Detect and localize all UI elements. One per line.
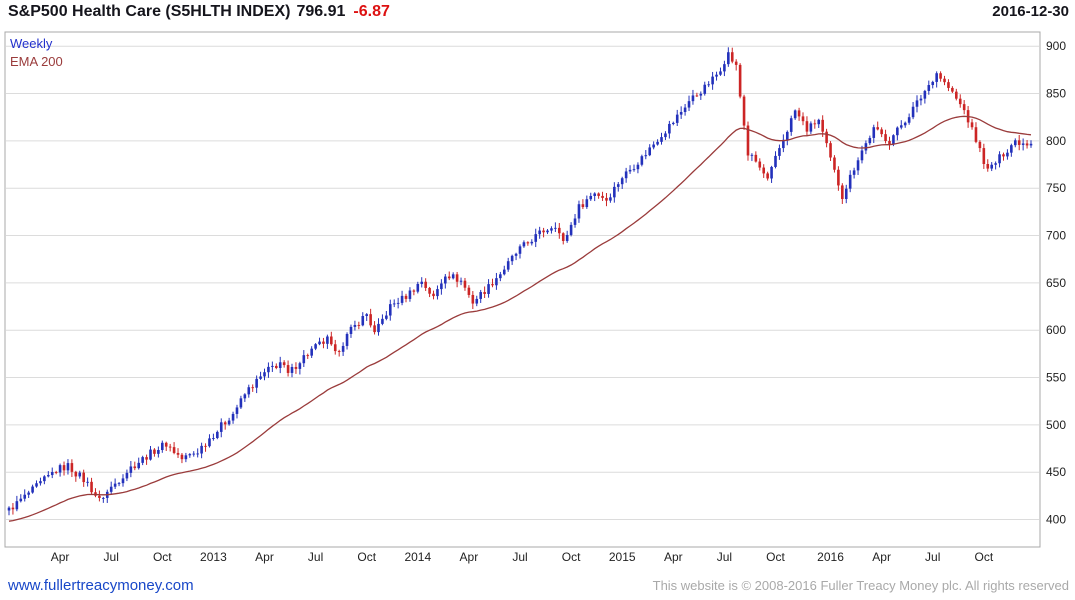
chart-date: 2016-12-30 xyxy=(992,3,1069,20)
y-axis-label: 800 xyxy=(1046,134,1066,148)
x-axis-label: Apr xyxy=(460,550,479,564)
site-link[interactable]: www.fullertreacymoney.com xyxy=(8,577,194,594)
y-axis-label: 550 xyxy=(1046,371,1066,385)
chart-title: S&P500 Health Care (S5HLTH INDEX) xyxy=(8,3,291,20)
y-axis-label: 700 xyxy=(1046,229,1066,243)
y-axis-label: 750 xyxy=(1046,181,1066,195)
y-axis-labels: 400 450 500 550 600 650 700 750 800 850 900 xyxy=(1046,39,1066,526)
x-axis-label: Oct xyxy=(974,550,993,564)
x-axis-label: 2016 xyxy=(817,550,844,564)
x-axis-label: Jul xyxy=(104,550,119,564)
x-axis-label: Jul xyxy=(717,550,732,564)
x-axis-label: Oct xyxy=(562,550,581,564)
x-axis-label: Jul xyxy=(925,550,940,564)
legend-ema: EMA 200 xyxy=(10,54,63,69)
x-axis-label: 2013 xyxy=(200,550,227,564)
y-axis-label: 450 xyxy=(1046,465,1066,479)
y-axis-label: 500 xyxy=(1046,418,1066,432)
chart-header: S&P500 Health Care (S5HLTH INDEX) 796.91-… xyxy=(8,3,1069,27)
grid-layer xyxy=(6,45,1039,521)
last-price: 796.91 xyxy=(296,3,346,20)
x-axis-label: Jul xyxy=(512,550,527,564)
legend-timeframe: Weekly xyxy=(10,36,53,51)
x-axis-label: Oct xyxy=(357,550,376,564)
x-axis-label: Apr xyxy=(664,550,683,564)
y-axis-label: 600 xyxy=(1046,323,1066,337)
x-axis-label: Apr xyxy=(255,550,274,564)
x-axis-label: Jul xyxy=(308,550,323,564)
page-footer: www.fullertreacymoney.com This website i… xyxy=(8,577,1069,595)
x-axis-label: Oct xyxy=(153,550,172,564)
x-axis-label: 2014 xyxy=(404,550,431,564)
copyright-text: This website is © 2008-2016 Fuller Treac… xyxy=(652,578,1069,593)
price-change: -6.87 xyxy=(353,3,390,20)
ema-line xyxy=(8,115,1032,522)
x-axis-label: Oct xyxy=(766,550,785,564)
chart-legend: Weekly EMA 200 xyxy=(10,35,63,71)
y-axis-label: 400 xyxy=(1046,513,1066,527)
x-axis-label: 2015 xyxy=(609,550,636,564)
page-title: S&P500 Health Care (S5HLTH INDEX) 796.91-… xyxy=(8,3,390,21)
y-axis-label: 650 xyxy=(1046,276,1066,290)
x-axis-label: Apr xyxy=(51,550,70,564)
x-axis-label: Apr xyxy=(872,550,891,564)
y-axis-label: 850 xyxy=(1046,87,1066,101)
plot-frame xyxy=(4,31,1041,548)
x-axis-labels: Apr Jul Oct 2013 Apr Jul Oct 2014 Apr Jul Oct 2015 A… xyxy=(51,550,994,564)
y-axis-label: 900 xyxy=(1046,39,1066,53)
